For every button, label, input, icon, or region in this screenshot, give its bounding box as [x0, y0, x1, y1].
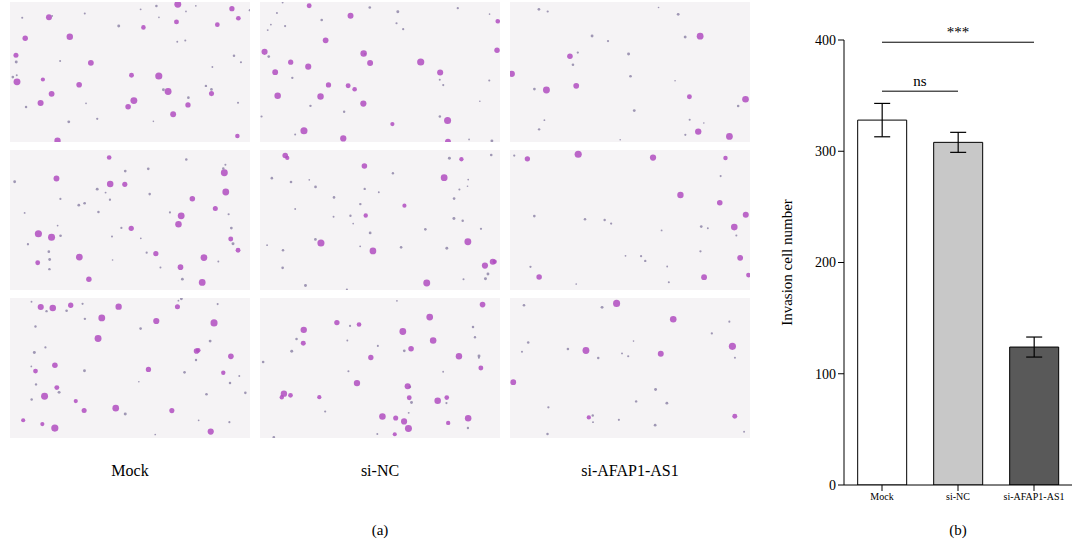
svg-text:Invasion cell number: Invasion cell number	[779, 199, 795, 326]
svg-text:ns: ns	[913, 73, 927, 89]
html-text:Mock: Mock	[111, 462, 149, 479]
html-text:si-AFAP1-AS1: si-AFAP1-AS1	[581, 462, 679, 479]
html-text:si-NC: si-NC	[360, 462, 400, 479]
svg-text:si-NC: si-NC	[946, 491, 970, 502]
svg-text:400: 400	[815, 33, 836, 48]
svg-text:***: ***	[947, 24, 970, 40]
svg-text:100: 100	[815, 367, 836, 382]
svg-text:Mock: Mock	[870, 491, 893, 502]
html-text:(a): (a)	[371, 522, 389, 538]
svg-text:0: 0	[829, 478, 836, 493]
svg-text:si-AFAP1-AS1: si-AFAP1-AS1	[1004, 491, 1065, 502]
html-text:(b): (b)	[949, 522, 967, 538]
svg-text:300: 300	[815, 144, 836, 159]
svg-text:200: 200	[815, 255, 836, 270]
